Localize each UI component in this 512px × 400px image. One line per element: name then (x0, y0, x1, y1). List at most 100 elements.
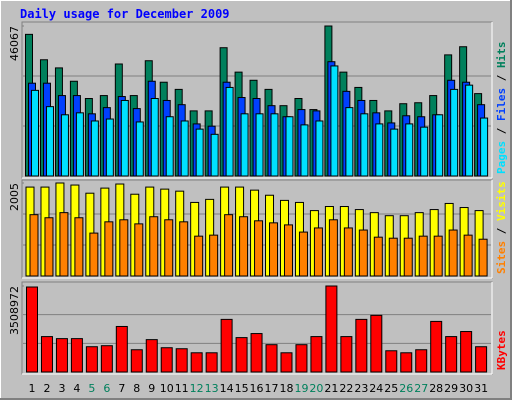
bar (385, 350, 398, 373)
bar (220, 318, 233, 373)
x-tick-label: 28 (429, 382, 443, 395)
bar (59, 212, 69, 277)
legend: Pages / Files / Hits (495, 42, 508, 175)
x-tick-label: 29 (444, 382, 458, 395)
bar (448, 229, 458, 277)
bar (310, 336, 323, 373)
bar (300, 124, 309, 177)
bar (190, 352, 203, 373)
bar (298, 231, 308, 277)
bar (239, 216, 249, 277)
bar (194, 235, 204, 277)
x-tick-label: 4 (73, 382, 80, 395)
x-tick-label: 8 (133, 382, 140, 395)
x-tick-label: 18 (279, 382, 293, 395)
y-tick-label: 46067 (8, 26, 21, 61)
x-tick-label: 31 (474, 382, 488, 395)
bar (175, 348, 188, 373)
bar (150, 98, 159, 177)
bar (45, 106, 54, 177)
x-tick-label: 9 (148, 382, 155, 395)
bar (415, 349, 428, 373)
chart-title: Daily usage for December 2009 (20, 7, 230, 21)
x-tick-label: 21 (324, 382, 338, 395)
legend-entry: KBytes (495, 330, 508, 370)
x-tick-label: 11 (175, 382, 189, 395)
bar (31, 89, 39, 177)
y-tick-label: 2005 (8, 183, 21, 211)
bar (235, 337, 248, 373)
x-tick-label: 23 (354, 382, 368, 395)
bar (400, 352, 413, 373)
legend-entry: Sites (495, 241, 508, 274)
bar (265, 344, 278, 373)
x-tick-label: 16 (250, 382, 264, 395)
bar (313, 227, 323, 277)
bar (75, 112, 84, 177)
bar (325, 285, 338, 373)
legend: Sites / Visits (495, 181, 508, 274)
bar (134, 223, 144, 277)
legend-separator: / (495, 121, 508, 141)
legend-entry: Pages (495, 141, 508, 174)
bar (195, 128, 204, 177)
bar (85, 346, 98, 373)
bar (205, 352, 218, 373)
bar (165, 116, 174, 177)
bar (74, 217, 84, 277)
bar (330, 65, 339, 177)
bar (255, 113, 264, 177)
bar (328, 219, 338, 277)
bar (250, 333, 263, 373)
bar (270, 113, 279, 177)
bar (240, 113, 249, 177)
bar (360, 113, 369, 177)
bar (89, 232, 99, 277)
bar (465, 84, 474, 177)
bar (375, 123, 384, 177)
bar (295, 344, 308, 373)
legend-entry: Hits (495, 42, 508, 69)
bar (345, 107, 354, 177)
x-tick-label: 14 (220, 382, 234, 395)
bar (160, 347, 173, 373)
bar (210, 133, 219, 177)
x-tick-label: 19 (294, 382, 308, 395)
bar (283, 224, 293, 277)
legend-entry: Visits (495, 181, 508, 221)
bar (119, 219, 129, 277)
bar (355, 318, 368, 373)
x-tick-label: 2 (43, 382, 50, 395)
bar (135, 121, 144, 177)
bar (445, 336, 458, 373)
x-tick-label: 22 (339, 382, 353, 395)
bar (435, 114, 444, 177)
x-tick-label: 5 (88, 382, 95, 395)
bar (26, 286, 38, 373)
bar (149, 216, 159, 277)
x-tick-label: 20 (309, 382, 323, 395)
bar (373, 236, 383, 277)
bar (340, 336, 353, 373)
bar (370, 314, 383, 373)
bar (120, 99, 129, 177)
bar (55, 338, 68, 373)
bar (390, 128, 399, 177)
bar (280, 352, 293, 373)
x-tick-label: 6 (103, 382, 110, 395)
bar (130, 349, 143, 373)
x-tick-label: 7 (118, 382, 125, 395)
bar (405, 123, 414, 177)
bar (100, 345, 113, 373)
bar (430, 320, 443, 373)
legend-separator: / (495, 68, 508, 88)
bar (115, 325, 128, 373)
bar (315, 120, 324, 177)
x-tick-label: 25 (384, 382, 398, 395)
bar (418, 235, 428, 277)
bar (460, 331, 473, 373)
bar (90, 120, 99, 177)
legend-entry: Files (495, 88, 508, 121)
